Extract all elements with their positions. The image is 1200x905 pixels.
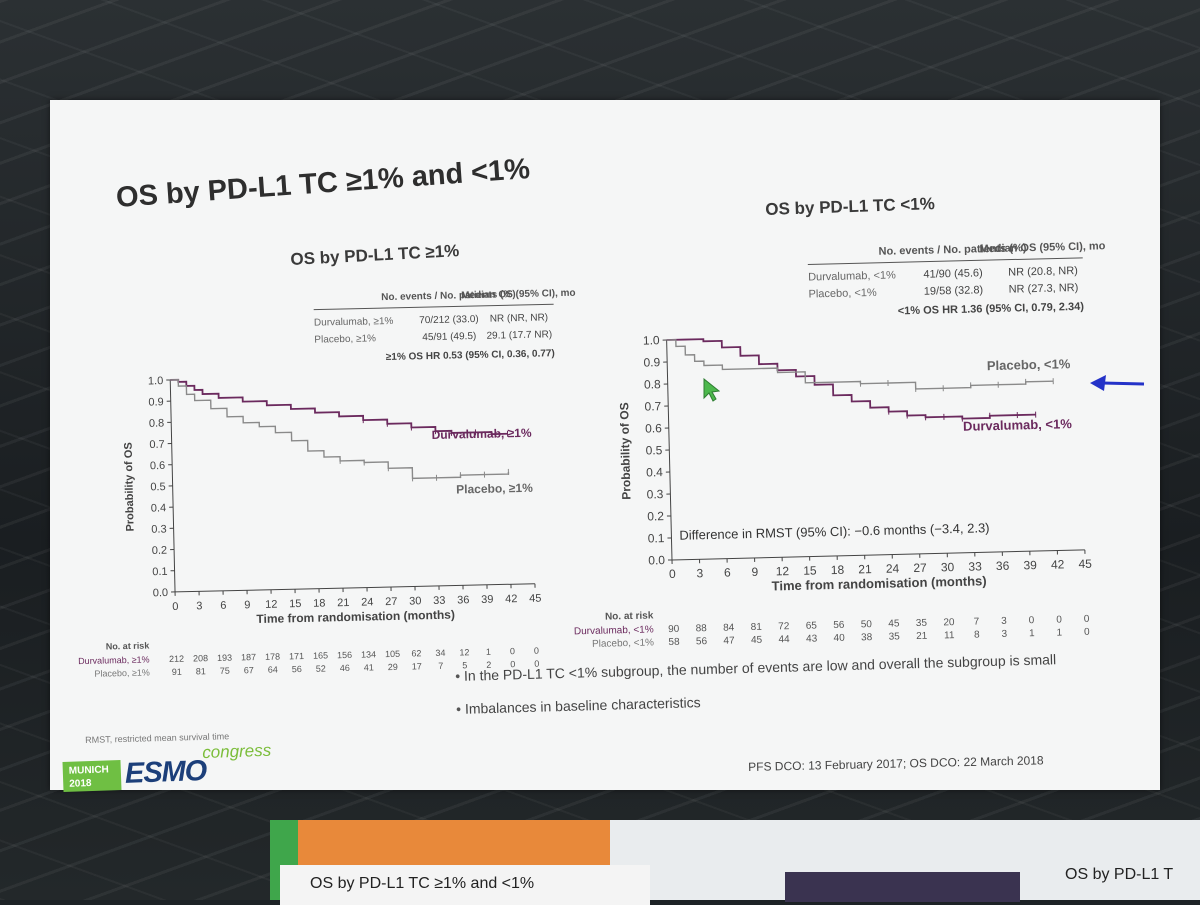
x-tick-label: 33: [968, 559, 982, 573]
risk-value: 11: [944, 630, 955, 641]
risk-value: 0: [1084, 614, 1090, 625]
table-divider: [808, 258, 1083, 265]
risk-value: 3: [1001, 629, 1007, 640]
risk-value: 1: [1056, 627, 1062, 638]
risk-value: 1: [1029, 628, 1035, 639]
x-tick-label: 24: [886, 561, 900, 575]
y-tick-label: 0.7: [644, 399, 661, 413]
hazard-ratio: <1% OS HR 1.36 (95% CI, 0.79, 2.34): [898, 301, 1085, 318]
y-tick-label: 0.9: [643, 355, 660, 369]
x-tick-label: 12: [776, 564, 790, 578]
x-tick-label: 15: [803, 563, 817, 577]
table-row-label: Durvalumab, <1%: [808, 269, 896, 283]
x-tick-label: 36: [996, 559, 1010, 573]
y-tick-label: 0.5: [645, 443, 662, 457]
risk-value: 38: [861, 632, 873, 643]
logo-year: 2018: [69, 776, 121, 791]
risk-value: 56: [696, 636, 708, 647]
placebo-label: Placebo, <1%: [987, 356, 1071, 373]
y-tick-label: 0.0: [648, 553, 665, 567]
risk-value: 45: [751, 635, 763, 646]
risk-value: 0: [1056, 614, 1062, 625]
risk-value: 88: [696, 623, 708, 634]
y-tick-label: 0.2: [647, 509, 664, 523]
risk-value: 40: [833, 633, 845, 644]
risk-value: 20: [943, 617, 955, 628]
x-tick-label: 9: [751, 565, 758, 579]
risk-value: 72: [778, 621, 790, 632]
x-tick-label: 27: [913, 561, 927, 575]
risk-value: 45: [888, 618, 900, 629]
logo-city-badge: MUNICH 2018: [62, 760, 121, 792]
risk-value: 44: [778, 634, 790, 645]
risk-value: 58: [668, 637, 680, 648]
esmo-congress-logo: MUNICH 2018 ESMO congress: [62, 740, 279, 799]
table-median-value: NR (20.8, NR): [1008, 265, 1078, 279]
risk-value: 8: [974, 629, 980, 640]
table-row-label: Placebo, <1%: [808, 287, 877, 301]
logo-congress-text: congress: [202, 741, 272, 763]
x-tick-label: 30: [941, 560, 955, 574]
risk-row-label: Durvalumab, <1%: [574, 624, 654, 637]
risk-value: 81: [751, 622, 763, 633]
risk-value: 65: [806, 620, 818, 631]
y-tick-label: 0.4: [646, 465, 663, 479]
durvalumab-label: Durvalumab, <1%: [963, 416, 1073, 434]
risk-value: 0: [1029, 615, 1035, 626]
x-tick-label: 42: [1051, 557, 1065, 571]
y-tick-label: 0.3: [647, 487, 664, 501]
risk-row-label: Placebo, <1%: [592, 637, 654, 650]
x-tick-label: 3: [696, 566, 703, 580]
table-header-median: Median OS (95% CI), mo: [979, 240, 1105, 255]
mouse-pointer-icon: [702, 378, 720, 402]
risk-value: 7: [974, 616, 980, 627]
table-events-value: 19/58 (32.8): [924, 284, 984, 297]
risk-value: 43: [806, 633, 818, 644]
x-tick-label: 6: [724, 566, 731, 580]
risk-value: 50: [861, 619, 873, 630]
risk-value: 35: [889, 631, 901, 642]
risk-value: 90: [668, 624, 680, 635]
left-arrow-icon: [1088, 372, 1148, 396]
bullet-item: Imbalances in baseline characteristics: [456, 684, 1057, 717]
y-tick-label: 0.8: [644, 377, 661, 391]
x-tick-label: 0: [669, 567, 676, 581]
table-events-value: 41/90 (45.6): [923, 267, 983, 280]
risk-value: 3: [1001, 616, 1007, 627]
logo-wordmark: ESMO: [124, 755, 207, 791]
y-tick-label: 0.1: [648, 531, 665, 545]
x-tick-label: 18: [831, 563, 845, 577]
rmst-annotation: Difference in RMST (95% CI): −0.6 months…: [679, 520, 989, 543]
risk-value: 56: [833, 620, 845, 631]
x-tick-label: 21: [858, 562, 872, 576]
table-median-value: NR (27.3, NR): [1009, 282, 1079, 296]
durvalumab-curve: [667, 331, 1036, 426]
risk-value: 35: [916, 618, 928, 629]
risk-table-header: No. at risk: [605, 610, 654, 622]
x-tick-label: 39: [1023, 558, 1037, 572]
risk-value: 0: [1084, 627, 1090, 638]
y-tick-label: 1.0: [643, 333, 660, 347]
y-tick-label: 0.6: [645, 421, 662, 435]
risk-value: 47: [723, 635, 735, 646]
risk-value: 84: [723, 622, 735, 633]
x-tick-label: 45: [1078, 557, 1092, 571]
risk-value: 21: [916, 631, 928, 642]
y-axis-label: Probability of OS: [617, 402, 633, 500]
